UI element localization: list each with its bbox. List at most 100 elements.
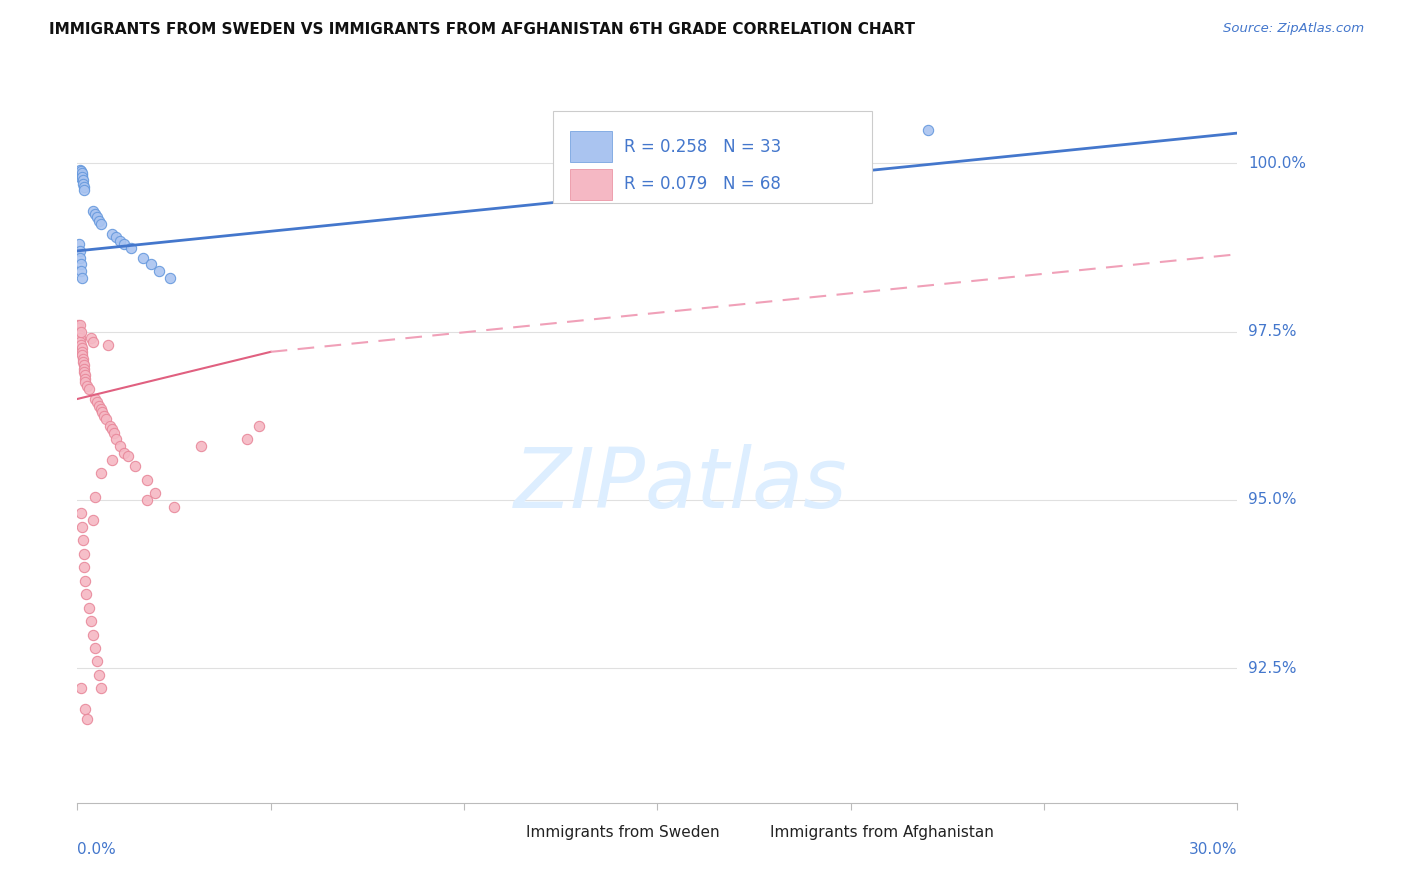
Point — [72, 348, 94, 362]
Point — [108, 439, 131, 453]
Point — [135, 473, 157, 487]
Point — [103, 425, 125, 440]
Point — [108, 234, 131, 248]
Point — [76, 378, 98, 392]
Point — [75, 587, 97, 601]
Point — [91, 405, 114, 419]
Point — [69, 171, 91, 186]
Point — [69, 318, 91, 332]
Text: 95.0%: 95.0% — [1249, 492, 1296, 508]
FancyBboxPatch shape — [571, 131, 612, 162]
Text: R = 0.079   N = 68: R = 0.079 N = 68 — [624, 175, 780, 193]
Text: ZIPatlas: ZIPatlas — [513, 444, 848, 525]
Point — [70, 342, 93, 356]
Point — [82, 627, 104, 641]
Point — [72, 547, 94, 561]
Point — [69, 325, 91, 339]
Point — [75, 574, 96, 588]
Point — [83, 490, 105, 504]
Point — [90, 466, 111, 480]
Point — [72, 533, 94, 548]
Point — [917, 122, 939, 136]
Point — [69, 251, 91, 265]
Point — [148, 264, 170, 278]
Point — [70, 264, 93, 278]
Point — [70, 520, 93, 534]
FancyBboxPatch shape — [486, 820, 517, 845]
Point — [135, 492, 157, 507]
Point — [72, 177, 94, 191]
Point — [86, 395, 108, 409]
Point — [90, 217, 111, 231]
Point — [93, 409, 115, 423]
Text: Source: ZipAtlas.com: Source: ZipAtlas.com — [1223, 22, 1364, 36]
Point — [76, 712, 98, 726]
Point — [73, 183, 96, 197]
Point — [82, 203, 104, 218]
Point — [69, 257, 91, 271]
Point — [112, 446, 135, 460]
Point — [105, 230, 127, 244]
Text: 97.5%: 97.5% — [1249, 324, 1296, 339]
Point — [86, 211, 108, 225]
Point — [67, 318, 90, 332]
Point — [86, 655, 108, 669]
Point — [70, 681, 93, 696]
Text: IMMIGRANTS FROM SWEDEN VS IMMIGRANTS FROM AFGHANISTAN 6TH GRADE CORRELATION CHAR: IMMIGRANTS FROM SWEDEN VS IMMIGRANTS FRO… — [49, 22, 915, 37]
Point — [72, 351, 94, 366]
Point — [117, 449, 139, 463]
FancyBboxPatch shape — [730, 820, 761, 845]
Point — [87, 668, 110, 682]
Point — [69, 169, 91, 183]
Point — [69, 244, 91, 258]
Point — [69, 331, 91, 345]
Point — [83, 207, 105, 221]
Point — [105, 433, 127, 447]
Point — [75, 375, 97, 389]
Point — [132, 251, 155, 265]
Point — [72, 355, 94, 369]
Point — [96, 412, 118, 426]
Point — [97, 338, 120, 352]
Point — [70, 507, 93, 521]
Point — [73, 368, 96, 383]
Point — [98, 418, 121, 433]
Point — [190, 439, 212, 453]
Point — [159, 270, 181, 285]
Point — [73, 361, 96, 376]
Point — [143, 486, 166, 500]
Point — [69, 334, 91, 349]
Point — [87, 399, 110, 413]
Point — [80, 614, 103, 628]
Text: 92.5%: 92.5% — [1249, 661, 1296, 675]
Point — [67, 321, 90, 335]
Point — [70, 338, 93, 352]
Point — [69, 167, 91, 181]
Point — [247, 418, 270, 433]
Point — [87, 213, 110, 227]
Point — [75, 372, 96, 386]
Text: 100.0%: 100.0% — [1249, 156, 1306, 171]
Point — [70, 270, 93, 285]
Point — [72, 169, 94, 184]
Text: 30.0%: 30.0% — [1189, 842, 1237, 856]
Text: Immigrants from Sweden: Immigrants from Sweden — [526, 825, 720, 840]
Point — [70, 168, 93, 182]
Point — [83, 392, 105, 406]
Point — [70, 164, 93, 178]
Point — [124, 459, 146, 474]
Point — [73, 560, 96, 574]
Point — [67, 328, 90, 343]
Point — [90, 402, 111, 417]
Point — [70, 344, 93, 359]
Point — [69, 163, 91, 178]
Point — [82, 513, 104, 527]
FancyBboxPatch shape — [571, 169, 612, 200]
Point — [67, 237, 90, 252]
Point — [77, 382, 100, 396]
Point — [101, 452, 124, 467]
Point — [236, 433, 259, 447]
Text: R = 0.258   N = 33: R = 0.258 N = 33 — [624, 137, 780, 155]
Point — [163, 500, 186, 514]
Point — [75, 701, 96, 715]
